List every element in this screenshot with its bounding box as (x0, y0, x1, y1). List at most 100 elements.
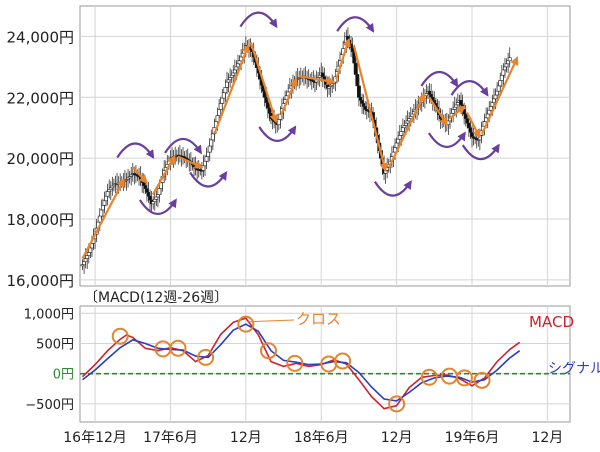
price-y-tick-label: 18,000円 (7, 211, 75, 229)
candle-body (207, 145, 212, 153)
candle-body (221, 92, 226, 99)
candle-body (232, 69, 237, 74)
macd-y-tick-label: 500円 (36, 337, 74, 352)
turning-arc (427, 131, 466, 149)
candle-body (488, 106, 493, 111)
candle-body (203, 160, 207, 167)
cross-marker (473, 371, 491, 389)
cross-marker (169, 339, 187, 357)
candle-body (206, 151, 211, 157)
x-tick-label: 12月 (381, 430, 413, 446)
candle-body (145, 188, 149, 193)
x-tick-label: 12月 (230, 430, 262, 446)
trend-arrow (335, 37, 351, 80)
candle-body (399, 131, 404, 136)
candle-body (397, 135, 402, 140)
candle-body (88, 247, 93, 253)
candle-body (105, 191, 110, 197)
candle-body (400, 127, 405, 132)
macd-title: 〔MACD(12週-26週〕 (84, 290, 228, 306)
trend-arrow (388, 92, 426, 168)
trend-arrow (448, 105, 466, 120)
candle-body (143, 185, 148, 189)
candle-body (462, 109, 467, 115)
price-y-tick-label: 16,000円 (7, 272, 75, 290)
cross-marker (197, 348, 215, 366)
cross-marker (259, 342, 277, 360)
candle-body (317, 74, 322, 78)
candle-body (506, 60, 511, 65)
candle-body (463, 113, 468, 119)
candle-body (454, 104, 459, 108)
macd-annotation: シグナル (548, 361, 600, 377)
candle-body (361, 103, 366, 107)
candle-body (455, 102, 460, 106)
candle-body (504, 63, 509, 68)
trend-arrow (280, 77, 298, 116)
candle-body (396, 138, 401, 144)
trend-arrow (298, 74, 336, 86)
candle-body (85, 255, 90, 259)
trend-arrow (81, 177, 125, 260)
candle-body (267, 107, 272, 114)
candle-body (466, 122, 471, 129)
cross-marker (334, 352, 352, 370)
candle-body (358, 97, 363, 101)
candle-body (226, 79, 231, 83)
candle-body (104, 195, 108, 202)
candle-body (83, 258, 88, 262)
candle-body (146, 192, 151, 197)
candle-body (424, 93, 429, 97)
candle-body (363, 106, 368, 110)
trend-arrow (213, 43, 250, 135)
trend-arrow (177, 155, 204, 169)
candle-body (269, 112, 273, 119)
turning-arcs (116, 11, 500, 215)
candle-body (225, 81, 229, 88)
x-tick-label: 18年6月 (294, 430, 349, 446)
x-tick-label: 12月 (531, 430, 563, 446)
candle-body (155, 194, 160, 198)
turning-arc (420, 70, 459, 88)
candle-body (490, 102, 495, 107)
candle-body (154, 196, 159, 200)
macd-annotation: クロス (296, 310, 341, 328)
candle-body (459, 100, 463, 106)
candle-body (234, 66, 239, 71)
candle-body (470, 132, 474, 138)
price-y-tick-label: 24,000円 (7, 28, 75, 46)
candle-body (86, 252, 91, 256)
candle-body (501, 69, 506, 76)
candle-body (231, 72, 236, 76)
candle-body (360, 100, 364, 104)
macd-y-tick-label: 0円 (53, 368, 74, 383)
macd-y-tick-label: 1,000円 (24, 307, 74, 322)
candle-body (320, 72, 325, 78)
candle-body (353, 62, 358, 75)
turning-arc (450, 80, 489, 97)
macd-series-line (81, 317, 521, 410)
candle-body (228, 77, 233, 81)
candle-body (451, 109, 456, 114)
candle-body (468, 127, 473, 133)
candle-body (217, 109, 222, 116)
candle-body (265, 102, 270, 109)
trend-arrow (465, 112, 481, 139)
price-panel-frame (79, 5, 571, 287)
price-y-tick-label: 22,000円 (7, 89, 75, 107)
cross-marker (286, 354, 304, 372)
trend-arrow (352, 45, 388, 173)
candle-body (151, 201, 156, 205)
candle-body (499, 74, 504, 81)
trend-arrows (81, 37, 519, 260)
candle-body (223, 87, 228, 94)
candle-body (498, 80, 503, 87)
candle-body (495, 90, 500, 96)
candle-body (452, 106, 457, 110)
macd-annotation: MACD (529, 313, 574, 331)
x-tick-label: 19年6月 (445, 430, 500, 446)
candle-body (405, 120, 410, 124)
cross-marker (111, 327, 129, 345)
cross-marker (388, 395, 406, 413)
